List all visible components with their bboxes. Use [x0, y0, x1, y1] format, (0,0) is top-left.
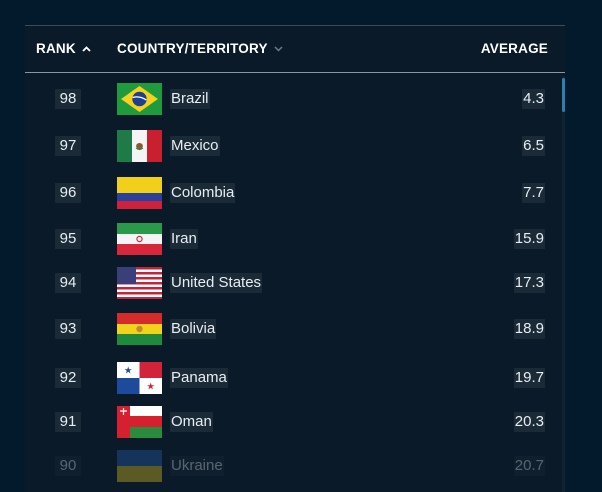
mexico-flag-icon [117, 130, 162, 162]
average-cell: 6.5 [522, 136, 545, 156]
average-column-header[interactable]: AVERAGE [481, 41, 548, 56]
country-header-label: COUNTRY/TERRITORY [117, 41, 268, 56]
table-row[interactable]: 97 Mexico 6.5 [25, 126, 565, 166]
country-name: Panama [170, 368, 228, 388]
scrollbar-thumb[interactable] [562, 78, 565, 112]
panama-flag-icon [117, 362, 162, 394]
table-row[interactable]: 94 United States 17.3 [25, 263, 565, 303]
rank-cell: 93 [55, 319, 81, 339]
table-row[interactable]: 90 Ukraine 20.7 [25, 446, 565, 486]
country-name: Brazil [170, 89, 210, 109]
rank-header-label: RANK [36, 41, 76, 56]
country-name: Bolivia [170, 319, 217, 339]
average-cell: 18.9 [513, 319, 545, 339]
country-name: Ukraine [170, 456, 224, 476]
table-row[interactable]: 95 Iran 15.9 [25, 219, 565, 259]
rank-cell: 96 [55, 183, 81, 203]
country-name: Mexico [170, 136, 220, 156]
rank-cell: 97 [55, 136, 81, 156]
oman-flag-icon [117, 406, 162, 438]
iran-flag-icon [117, 223, 162, 255]
colombia-flag-icon [117, 177, 162, 209]
average-cell: 20.7 [513, 456, 545, 476]
table-body: 98 Brazil 4.3 97 [25, 73, 565, 492]
average-header-label: AVERAGE [480, 41, 548, 56]
brazil-flag-icon [117, 83, 162, 115]
country-name: Colombia [170, 183, 236, 203]
rank-cell: 95 [55, 229, 81, 249]
chevron-down-icon [274, 46, 283, 52]
table-row[interactable]: 91 Oman 20.3 [25, 402, 565, 442]
rank-cell: 90 [55, 456, 81, 476]
average-cell: 17.3 [513, 273, 545, 293]
united-states-flag-icon [117, 267, 162, 299]
average-cell: 20.3 [513, 412, 545, 432]
vertical-scrollbar[interactable] [562, 76, 565, 492]
rank-cell: 91 [55, 412, 81, 432]
rank-cell: 92 [55, 368, 81, 388]
table-row[interactable]: 93 Bolivia 18.9 [25, 309, 565, 349]
average-cell: 19.7 [513, 368, 545, 388]
ukraine-flag-icon [117, 450, 162, 482]
ranking-table: RANK COUNTRY/TERRITORY AVERAGE 98 Brazil… [25, 25, 565, 492]
rank-cell: 98 [55, 89, 81, 109]
country-column-header[interactable]: COUNTRY/TERRITORY [117, 41, 283, 56]
rank-column-header[interactable]: RANK [36, 41, 91, 56]
table-row[interactable]: 96 Colombia 7.7 [25, 173, 565, 213]
country-name: Iran [170, 229, 198, 249]
country-name: United States [170, 273, 263, 293]
average-cell: 7.7 [522, 183, 545, 203]
average-cell: 15.9 [513, 229, 545, 249]
country-name: Oman [170, 412, 213, 432]
average-cell: 4.3 [522, 89, 545, 109]
sort-ascending-icon [82, 46, 91, 52]
table-header: RANK COUNTRY/TERRITORY AVERAGE [25, 26, 565, 73]
table-row[interactable]: 92 Panama 19.7 [25, 358, 565, 398]
table-row[interactable]: 98 Brazil 4.3 [25, 79, 565, 119]
rank-cell: 94 [55, 273, 81, 293]
bolivia-flag-icon [117, 313, 162, 345]
